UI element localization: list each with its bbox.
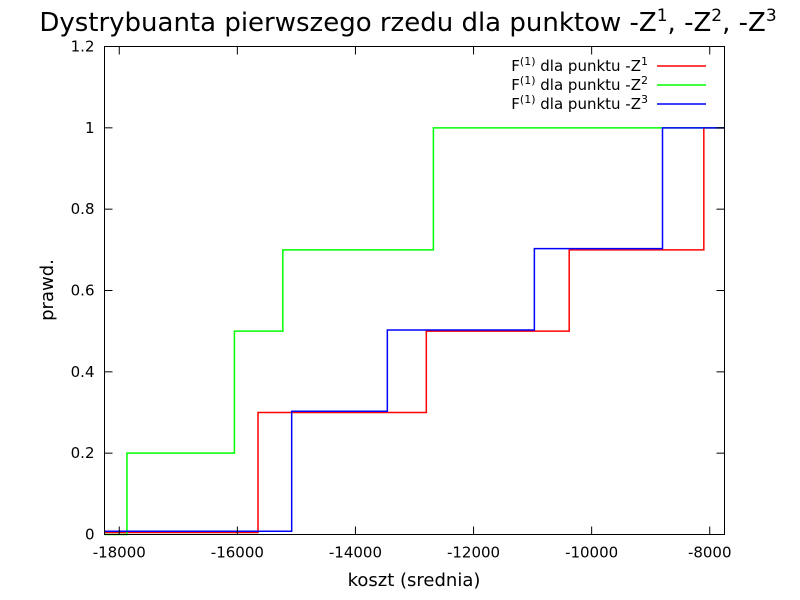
legend-label-part: (1) — [520, 93, 536, 106]
y-tick-label: 1.2 — [71, 38, 95, 56]
x-tick-label: -16000 — [211, 544, 264, 562]
y-tick-label: 0 — [85, 526, 95, 544]
legend-label-part: dla punktu -Z — [536, 95, 641, 113]
tick-layer: -18000 -16000 -14000 -12000 -10000 -8000 0 0.2 0… — [71, 38, 732, 562]
x-tick-label: -8000 — [688, 544, 732, 562]
legend-label-part: F — [511, 95, 520, 113]
chart-title-sep-1: , -Z — [668, 8, 712, 38]
legend-label-part: 3 — [641, 93, 648, 106]
y-axis-label: prawd. — [37, 259, 58, 321]
y-tick-label: 1 — [85, 119, 95, 137]
legend-label-part: (1) — [520, 55, 536, 68]
series-line-z2 — [104, 127, 725, 536]
legend: F(1) dla punktu -Z1F(1) dla punktu -Z2F(… — [511, 55, 706, 113]
x-tick-label: -14000 — [329, 544, 382, 562]
x-tick-label: -18000 — [93, 544, 146, 562]
x-axis-label: koszt (srednia) — [348, 570, 481, 591]
x-tick-label: -12000 — [447, 544, 500, 562]
series-line-z1 — [104, 127, 725, 534]
legend-label-z2: F(1) dla punktu -Z2 — [511, 74, 648, 94]
legend-label-z3: F(1) dla punktu -Z3 — [511, 93, 648, 113]
series-line-z3 — [104, 127, 725, 532]
chart-title: Dystrybuanta pierwszego rzedu dla punkto… — [39, 6, 776, 38]
x-tick-label: -10000 — [565, 544, 618, 562]
legend-label-part: F — [511, 76, 520, 94]
legend-label-part: (1) — [520, 74, 536, 87]
y-tick-label: 0.6 — [71, 282, 95, 300]
legend-label-part: dla punktu -Z — [536, 76, 641, 94]
series-layer — [104, 127, 725, 536]
legend-label-z1: F(1) dla punktu -Z1 — [511, 55, 648, 75]
y-tick-label: 0.4 — [71, 363, 95, 381]
legend-label-part: dla punktu -Z — [536, 57, 641, 75]
y-tick-label: 0.2 — [71, 444, 95, 462]
chart-title-sup-2: 2 — [711, 6, 722, 26]
legend-label-part: F — [511, 57, 520, 75]
chart-title-text: Dystrybuanta pierwszego rzedu dla punkto… — [39, 8, 656, 38]
y-tick-label: 0.8 — [71, 200, 95, 218]
legend-label-part: 2 — [641, 74, 648, 87]
chart-title-sep-2: , -Z — [722, 8, 766, 38]
plot-frame — [104, 46, 725, 535]
legend-label-part: 1 — [641, 55, 648, 68]
chart-title-sup-1: 1 — [657, 6, 668, 26]
chart-title-sup-3: 3 — [766, 6, 777, 26]
